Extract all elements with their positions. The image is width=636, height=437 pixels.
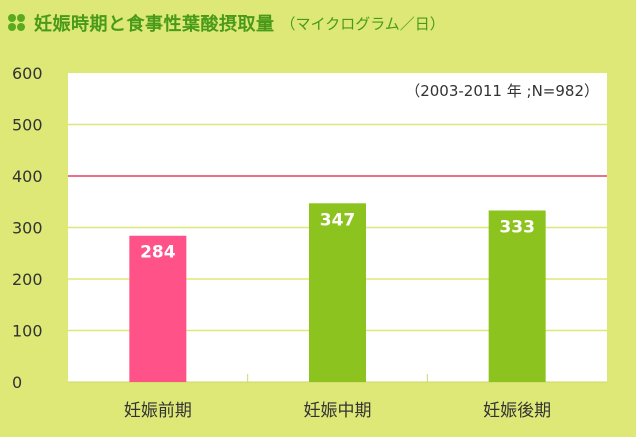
chart-title-row: 妊娠時期と食事性葉酸摂取量 （マイクログラム／日） — [8, 10, 445, 36]
y-tick-label: 200 — [12, 270, 43, 289]
data-label: 284 — [140, 243, 176, 263]
y-tick-label: 100 — [12, 322, 43, 341]
chart-unit: （マイクログラム／日） — [280, 14, 445, 33]
bar-2 — [309, 203, 366, 382]
chart-note: （2003-2011 年 ;N=982） — [405, 82, 599, 100]
y-tick-label: 500 — [12, 116, 43, 135]
x-tick-label: 妊娠中期 — [304, 401, 372, 421]
data-label: 347 — [320, 210, 356, 230]
bar-3 — [488, 210, 546, 382]
y-tick-label: 300 — [12, 219, 43, 238]
y-tick-label: 0 — [12, 373, 22, 392]
y-tick-label: 600 — [12, 64, 43, 83]
bar-1 — [129, 235, 187, 382]
clover-icon — [8, 14, 26, 32]
x-tick-label: 妊娠後期 — [483, 401, 551, 421]
y-tick-label: 400 — [12, 167, 43, 186]
data-label: 333 — [499, 218, 535, 238]
x-tick-label: 妊娠前期 — [124, 401, 192, 421]
chart-title: 妊娠時期と食事性葉酸摂取量 — [34, 14, 275, 35]
